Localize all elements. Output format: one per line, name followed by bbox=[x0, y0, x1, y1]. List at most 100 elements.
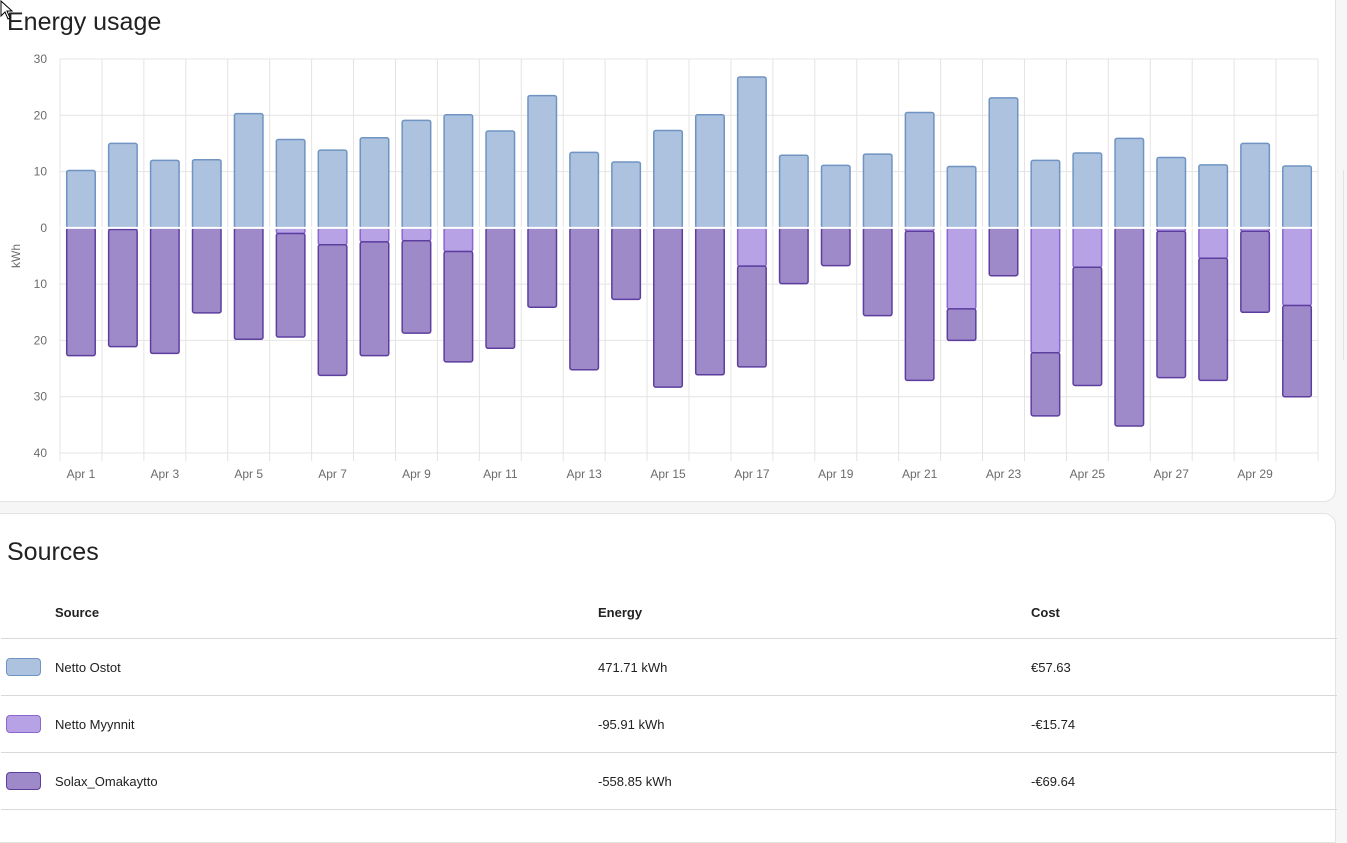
source-row-netto-ostot: Netto Ostot 471.71 kWh €57.63 bbox=[1, 638, 1337, 696]
source-name: Netto Ostot bbox=[55, 638, 598, 696]
x-tick-label: Apr 9 bbox=[402, 467, 431, 481]
bar-netto-ostot bbox=[1282, 165, 1313, 229]
bar-netto-ostot bbox=[359, 137, 390, 229]
bar-netto-ostot bbox=[1198, 164, 1229, 229]
bar-solax-omakaytto bbox=[191, 227, 222, 314]
bar-netto-ostot bbox=[694, 113, 725, 229]
bar-netto-myynnit bbox=[1282, 227, 1313, 307]
source-name: Netto Myynnit bbox=[55, 695, 598, 753]
sources-table: Source Energy Cost Netto Ostot 471.71 kW… bbox=[1, 586, 1337, 810]
bar-solax-omakaytto bbox=[904, 230, 935, 382]
bar-netto-myynnit bbox=[1198, 227, 1229, 260]
bar-solax-omakaytto bbox=[401, 240, 432, 334]
swatch-cell bbox=[1, 752, 55, 810]
x-tick-label: Apr 15 bbox=[650, 467, 686, 481]
x-tick-label: Apr 5 bbox=[234, 467, 263, 481]
bar-solax-omakaytto bbox=[820, 227, 851, 267]
swatch-cell bbox=[1, 695, 55, 753]
bar-netto-ostot bbox=[65, 169, 96, 229]
source-cost: €57.63 bbox=[1031, 638, 1337, 696]
source-energy: 471.71 kWh bbox=[598, 638, 1031, 696]
bar-solax-omakaytto bbox=[694, 227, 725, 376]
bar-solax-omakaytto bbox=[611, 227, 642, 301]
bar-netto-ostot bbox=[401, 119, 432, 229]
bar-netto-ostot bbox=[443, 113, 474, 229]
sources-header-row: Source Energy Cost bbox=[1, 586, 1337, 639]
cost-column-header[interactable]: Cost bbox=[1031, 586, 1337, 639]
y-tick-label: 30 bbox=[34, 390, 48, 404]
bar-solax-omakaytto bbox=[275, 232, 306, 338]
bar-solax-omakaytto bbox=[1072, 266, 1103, 387]
x-tick-label: Apr 3 bbox=[150, 467, 179, 481]
source-name: Solax_Omakaytto bbox=[55, 752, 598, 810]
solax-omakaytto-color-swatch bbox=[6, 772, 41, 790]
bar-netto-ostot bbox=[107, 142, 138, 229]
bar-solax-omakaytto bbox=[653, 227, 684, 388]
bar-netto-ostot bbox=[1030, 159, 1061, 229]
bar-solax-omakaytto bbox=[65, 227, 96, 357]
energy-usage-chart: 30 20 10 0 10 20 30 40 Apr 1 Apr 3 Apr 5 Apr 7 Apr 9… bbox=[9, 52, 1319, 481]
bar-netto-ostot bbox=[1156, 156, 1187, 229]
bar-netto-myynnit bbox=[317, 227, 348, 246]
bar-solax-omakaytto bbox=[527, 227, 558, 308]
x-tick-label: Apr 21 bbox=[902, 467, 938, 481]
bar-solax-omakaytto bbox=[736, 265, 767, 368]
x-tick-label: Apr 25 bbox=[1070, 467, 1106, 481]
bar-netto-myynnit bbox=[1072, 227, 1103, 269]
bar-solax-omakaytto bbox=[569, 227, 600, 371]
bar-solax-omakaytto bbox=[1030, 352, 1061, 417]
bar-solax-omakaytto bbox=[862, 227, 893, 317]
netto-myynnit-color-swatch bbox=[6, 715, 41, 733]
y-tick-label: 10 bbox=[34, 165, 48, 179]
bar-netto-myynnit bbox=[1030, 227, 1061, 354]
bar-solax-omakaytto bbox=[233, 227, 264, 341]
x-tick-label: Apr 27 bbox=[1154, 467, 1190, 481]
x-tick-label: Apr 1 bbox=[67, 467, 96, 481]
y-tick-label: 10 bbox=[34, 277, 48, 291]
bar-netto-ostot bbox=[778, 154, 809, 229]
x-tick-label: Apr 17 bbox=[734, 467, 770, 481]
bar-netto-ostot bbox=[1240, 142, 1271, 229]
bar-solax-omakaytto bbox=[149, 227, 180, 355]
y-tick-label: 0 bbox=[40, 221, 47, 235]
x-tick-label: Apr 19 bbox=[818, 467, 854, 481]
bar-netto-myynnit bbox=[359, 227, 390, 243]
bar-solax-omakaytto bbox=[1198, 257, 1229, 382]
bar-netto-ostot bbox=[527, 94, 558, 229]
sources-card: Sources Source Energy Cost Netto Ostot 4… bbox=[0, 513, 1337, 843]
bar-netto-ostot bbox=[611, 161, 642, 229]
bar-netto-ostot bbox=[485, 130, 516, 229]
bar-netto-myynnit bbox=[443, 227, 474, 253]
mouse-cursor-icon bbox=[0, 0, 14, 20]
bar-solax-omakaytto bbox=[778, 227, 809, 285]
bar-netto-ostot bbox=[946, 165, 977, 229]
y-tick-label: 40 bbox=[34, 446, 48, 460]
bar-netto-ostot bbox=[653, 129, 684, 229]
energy-column-header[interactable]: Energy bbox=[598, 586, 1031, 639]
swatch-header bbox=[1, 586, 55, 639]
y-axis-label: kWh bbox=[9, 244, 23, 268]
swatch-cell bbox=[1, 638, 55, 696]
bar-netto-ostot bbox=[1114, 137, 1145, 229]
bar-netto-ostot bbox=[862, 153, 893, 229]
sources-title: Sources bbox=[7, 538, 99, 566]
y-tick-label: 20 bbox=[34, 333, 48, 347]
scroll-edge bbox=[1343, 170, 1347, 360]
bar-netto-ostot bbox=[275, 138, 306, 229]
bar-solax-omakaytto bbox=[1156, 230, 1187, 379]
source-column-header[interactable]: Source bbox=[55, 586, 598, 639]
source-energy: -558.85 kWh bbox=[598, 752, 1031, 810]
x-tick-label: Apr 11 bbox=[483, 467, 518, 481]
bar-solax-omakaytto bbox=[443, 250, 474, 363]
bar-netto-ostot bbox=[569, 151, 600, 229]
bar-netto-ostot bbox=[191, 159, 222, 229]
y-tick-label: 30 bbox=[34, 52, 48, 66]
x-tick-label: Apr 29 bbox=[1237, 467, 1273, 481]
bar-solax-omakaytto bbox=[359, 241, 390, 357]
bar-solax-omakaytto bbox=[1282, 304, 1313, 398]
bar-netto-ostot bbox=[149, 159, 180, 229]
bar-solax-omakaytto bbox=[1114, 227, 1145, 427]
netto-ostot-color-swatch bbox=[6, 658, 41, 676]
bar-solax-omakaytto bbox=[317, 243, 348, 377]
energy-usage-title: Energy usage bbox=[7, 8, 162, 36]
